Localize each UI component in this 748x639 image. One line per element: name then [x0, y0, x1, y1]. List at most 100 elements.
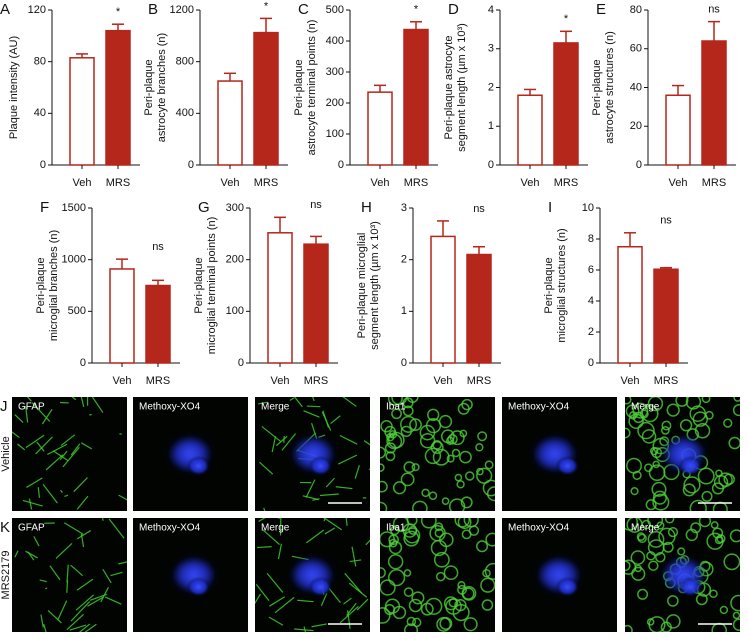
image-content [380, 397, 495, 511]
image-bg [12, 518, 127, 632]
y-axis-label: astrocyte branches (n) [156, 33, 168, 142]
process [87, 596, 104, 607]
cell [636, 532, 646, 541]
cell [698, 518, 712, 528]
process [354, 465, 360, 479]
process [57, 600, 68, 621]
cell [420, 602, 434, 616]
image-content [625, 397, 740, 511]
tile-label: Methoxy-XO4 [139, 402, 201, 413]
cell [454, 518, 470, 528]
cell [625, 560, 631, 572]
process [255, 593, 261, 605]
process [259, 461, 274, 475]
process [104, 596, 122, 605]
cell [427, 408, 440, 422]
process [102, 518, 104, 521]
cell [448, 498, 466, 511]
plaque [555, 456, 580, 476]
bar [217, 80, 243, 166]
cell [649, 446, 659, 456]
process [12, 431, 20, 439]
y-axis-label: astrocyte structures (n) [604, 31, 616, 143]
x-tick-label: Veh [73, 177, 92, 189]
tile-label: Merge [261, 523, 290, 534]
cell [706, 532, 724, 550]
process [52, 450, 69, 462]
cell [388, 540, 403, 555]
cell [481, 599, 494, 611]
tile-label: Methoxy-XO4 [508, 402, 570, 413]
process [342, 397, 357, 407]
cell [468, 525, 480, 536]
y-tick-label: 1500 [62, 202, 86, 214]
process [36, 441, 45, 452]
process [75, 594, 95, 611]
cell [716, 534, 726, 544]
x-tick-label: MRS [254, 177, 278, 189]
process [37, 487, 41, 498]
cell [732, 611, 740, 620]
cell [384, 442, 397, 454]
process [89, 593, 108, 601]
cell [433, 551, 450, 568]
cell [404, 527, 421, 544]
process [311, 623, 327, 628]
bar [701, 40, 727, 166]
y-tick-label: 800 [176, 56, 194, 68]
image-content [258, 397, 370, 511]
row-label: MRS2179 [0, 551, 12, 600]
process [28, 498, 33, 510]
image-content [534, 555, 583, 597]
bar [109, 268, 135, 364]
x-tick-label: MRS [146, 375, 170, 387]
process [321, 411, 332, 431]
y-tick-label: 40 [630, 81, 642, 93]
cell [482, 568, 491, 578]
process [76, 578, 94, 591]
process [303, 410, 320, 418]
cell [388, 569, 406, 587]
cell [419, 433, 436, 449]
process [324, 527, 336, 535]
significance: * [116, 6, 121, 18]
cell [387, 553, 404, 570]
cell [484, 562, 495, 580]
bar [69, 57, 95, 166]
panel-label: I [548, 199, 552, 216]
cell [403, 569, 412, 577]
y-axis-label: Peri-plaque [193, 257, 205, 313]
x-tick-label: MRS [404, 177, 428, 189]
cell [430, 441, 444, 455]
cell [387, 397, 403, 406]
process [344, 572, 363, 594]
process [40, 614, 44, 628]
micrograph: Merge [625, 397, 740, 511]
cell [402, 405, 414, 417]
cell [625, 404, 640, 419]
cell [626, 457, 642, 474]
process [271, 436, 277, 453]
y-tick-label: 10 [582, 202, 594, 214]
cell [380, 567, 386, 579]
cell [404, 623, 419, 632]
significance: ns [310, 199, 322, 211]
cell [646, 551, 656, 561]
tile-label: GFAP [18, 402, 45, 413]
cell [475, 443, 484, 452]
cell [443, 565, 459, 581]
cell [380, 420, 393, 433]
cell [463, 617, 478, 632]
cell [709, 589, 718, 599]
y-axis-label: Plaque intensity (AU) [8, 36, 20, 139]
cell [451, 448, 461, 458]
x-tick-label: Veh [669, 177, 688, 189]
process [49, 565, 61, 581]
process [81, 442, 93, 450]
process [289, 397, 295, 401]
plaque [186, 456, 211, 476]
y-tick-label: 1 [401, 305, 407, 317]
y-tick-label: 1 [488, 120, 494, 132]
cell [728, 436, 740, 450]
